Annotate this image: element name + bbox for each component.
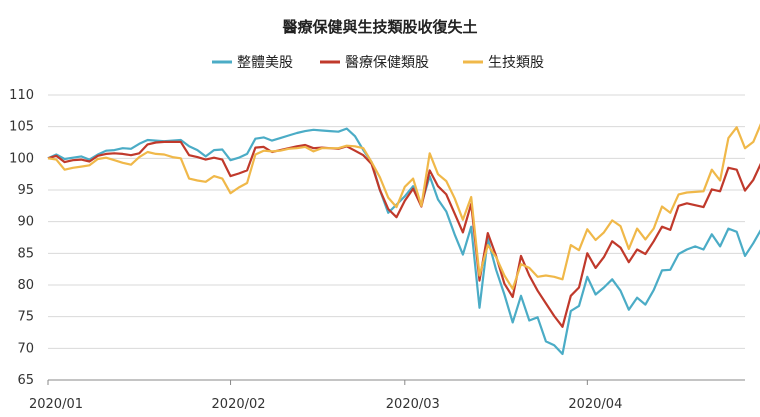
series-group xyxy=(47,123,760,356)
legend-label: 醫療保健類股 xyxy=(345,54,429,71)
chart-title: 醫療保健與生技類股收復失土 xyxy=(282,18,477,36)
y-tick-label: 75 xyxy=(17,310,34,325)
legend-label: 整體美股 xyxy=(237,55,293,71)
y-tick-label: 95 xyxy=(17,183,34,198)
gridlines xyxy=(48,94,745,349)
x-tick-label: 2020/04 xyxy=(568,397,622,412)
y-tick-label: 65 xyxy=(17,373,34,388)
x-axis: 2020/01 2020/02 2020/03 2020/04 xyxy=(29,379,745,412)
legend-label: 生技類股 xyxy=(488,55,544,71)
y-tick-label: 80 xyxy=(17,278,34,293)
y-tick-label: 105 xyxy=(9,120,34,135)
x-tick-label: 2020/01 xyxy=(29,397,83,412)
legend: 整體美股 醫療保健類股 生技類股 xyxy=(212,54,544,71)
y-tick-label: 85 xyxy=(17,246,34,261)
y-tick-label: 70 xyxy=(17,341,34,356)
series-line-2 xyxy=(47,140,760,328)
y-axis: 65 70 75 80 85 90 95 100 105 110 xyxy=(9,88,34,388)
y-tick-label: 90 xyxy=(17,215,34,230)
y-tick-label: 110 xyxy=(9,88,34,103)
x-tick-label: 2020/03 xyxy=(386,397,440,412)
y-tick-label: 100 xyxy=(9,151,34,166)
x-tick-label: 2020/02 xyxy=(212,397,266,412)
series-line-3 xyxy=(47,123,760,290)
